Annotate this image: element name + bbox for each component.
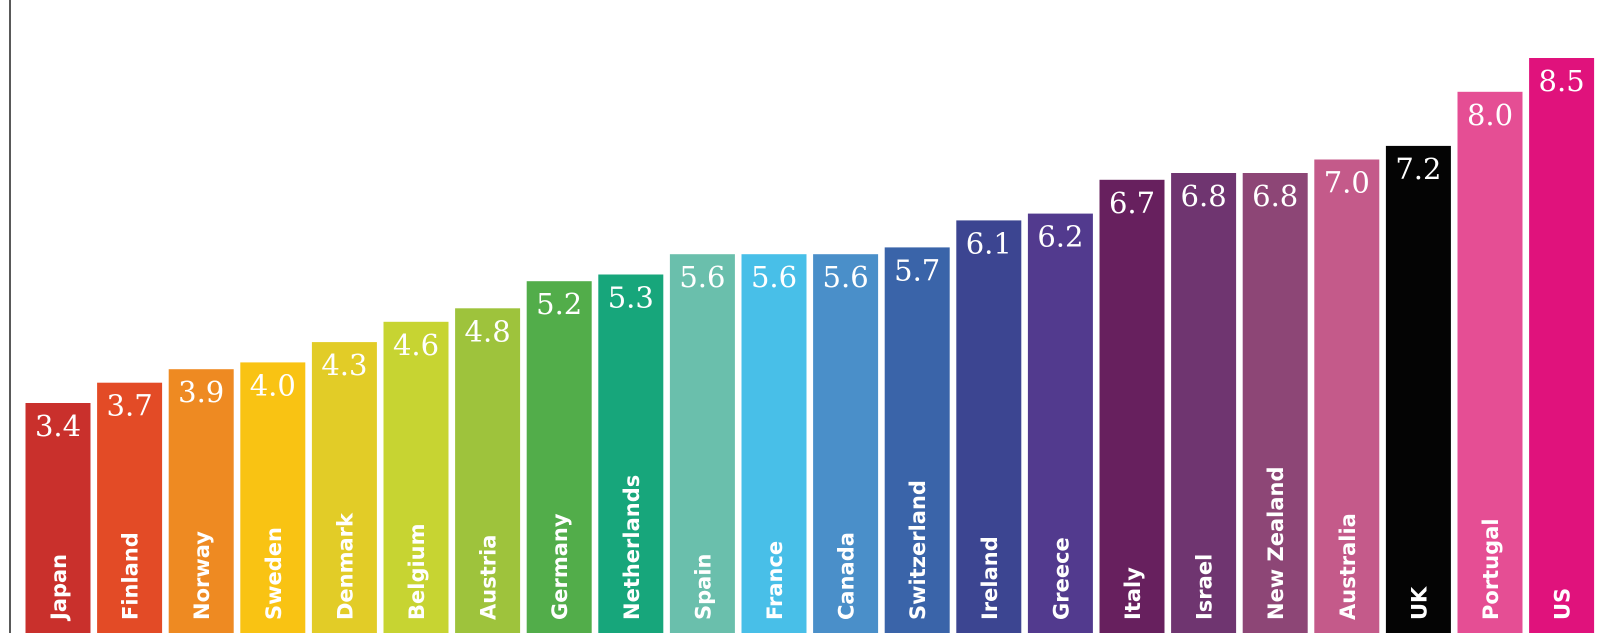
bar-belgium xyxy=(383,321,449,633)
category-label: Sweden xyxy=(262,527,286,620)
bar-value-label: 8.5 xyxy=(1539,64,1585,98)
bar-value-label: 7.0 xyxy=(1324,166,1370,200)
bar-value-label: 5.6 xyxy=(823,260,869,294)
category-label: Germany xyxy=(548,513,572,620)
bar-sweden xyxy=(240,362,306,633)
category-label: Switzerland xyxy=(906,480,930,620)
category-label: Austria xyxy=(477,535,501,620)
bar-italy xyxy=(1099,179,1165,634)
bar-value-label: 5.7 xyxy=(894,253,940,287)
bar-canada xyxy=(813,254,879,633)
bar-norway xyxy=(168,369,234,633)
bar-denmark xyxy=(311,342,377,633)
bar-value-label: 3.9 xyxy=(178,375,224,409)
bar-value-label: 5.3 xyxy=(608,281,654,315)
bar-value-label: 8.0 xyxy=(1467,98,1513,132)
bar-value-label: 6.8 xyxy=(1252,179,1298,213)
bar-austria xyxy=(455,308,521,633)
bar-us xyxy=(1529,58,1595,633)
bar-value-label: 6.7 xyxy=(1109,186,1155,220)
category-label: UK xyxy=(1407,586,1431,620)
category-label: New Zealand xyxy=(1264,466,1288,620)
bar-value-label: 4.8 xyxy=(465,314,511,348)
bar-value-label: 7.2 xyxy=(1395,152,1441,186)
bar-spain xyxy=(669,254,735,633)
bar-new-zealand xyxy=(1242,173,1308,633)
bars-group: 3.4 Japan 3.7 Finland 3.9 Norway 4.0 Sweden 4.3 D… xyxy=(25,58,1595,634)
bar-netherlands xyxy=(598,274,664,633)
bar-value-label: 5.6 xyxy=(679,260,725,294)
bar-israel xyxy=(1171,173,1237,633)
bar-value-label: 4.3 xyxy=(321,348,367,382)
category-label: Canada xyxy=(835,532,859,620)
bar-japan xyxy=(25,403,91,633)
category-label: Japan xyxy=(47,554,71,622)
bar-value-label: 5.2 xyxy=(536,287,582,321)
bar-value-label: 6.1 xyxy=(966,226,1012,260)
bar-greece xyxy=(1027,213,1093,633)
category-label: Spain xyxy=(691,554,715,620)
bar-australia xyxy=(1314,159,1380,633)
category-label: Netherlands xyxy=(620,475,644,620)
bar-value-label: 4.6 xyxy=(393,328,439,362)
category-label: Portugal xyxy=(1479,518,1503,620)
bar-value-label: 3.7 xyxy=(107,389,153,423)
bar-value-label: 6.8 xyxy=(1181,179,1227,213)
category-label: Denmark xyxy=(333,512,357,620)
bar-value-label: 6.2 xyxy=(1037,220,1083,254)
category-label: Italy xyxy=(1121,567,1145,620)
bar-portugal xyxy=(1457,91,1523,634)
category-label: Norway xyxy=(190,531,214,620)
category-label: Finland xyxy=(119,532,143,620)
category-label: Israel xyxy=(1193,554,1217,620)
category-label: Greece xyxy=(1049,537,1073,620)
bar-value-label: 5.6 xyxy=(751,260,797,294)
bar-germany xyxy=(526,281,592,633)
category-label: US xyxy=(1551,588,1575,620)
bar-uk xyxy=(1385,145,1451,633)
bar-switzerland xyxy=(884,247,950,633)
bar-value-label: 4.0 xyxy=(250,368,296,402)
category-label: Australia xyxy=(1336,513,1360,620)
category-label: Ireland xyxy=(978,536,1002,620)
category-label: Belgium xyxy=(405,523,429,620)
bar-france xyxy=(741,254,807,633)
category-label: France xyxy=(763,541,787,620)
bar-finland xyxy=(97,382,163,633)
bar-value-label: 3.4 xyxy=(35,409,81,443)
bar-ireland xyxy=(956,220,1022,633)
